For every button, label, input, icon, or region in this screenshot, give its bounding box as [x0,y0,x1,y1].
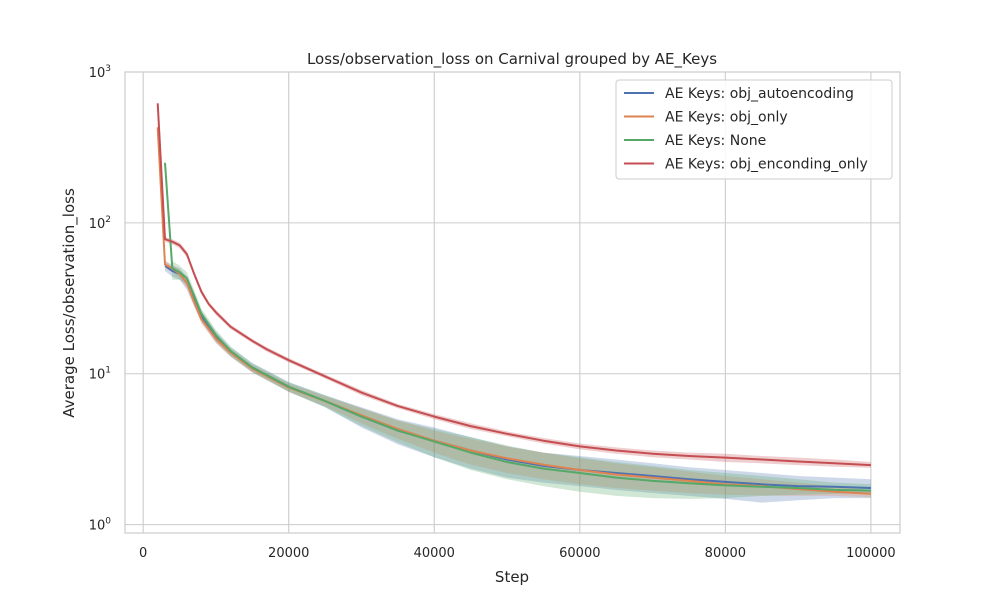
y-tick-label: 102 [89,215,111,232]
x-tick-label: 60000 [559,546,600,561]
legend-label: AE Keys: obj_autoencoding [665,86,854,102]
confidence-bands [157,101,871,503]
x-tick-label: 100000 [846,546,896,561]
series-line [156,103,871,467]
series-line [164,162,871,492]
chart-title: Loss/observation_loss on Carnival groupe… [307,50,717,69]
x-tick-label: 40000 [414,546,455,561]
y-axis-label: Average Loss/observation_loss [60,188,79,418]
legend-label: AE Keys: obj_enconding_only [665,157,868,173]
series-band [165,157,871,499]
x-axis-ticks: 0 20000 40000 60000 80000 100000 [139,546,896,561]
plot-frame [124,71,901,534]
y-tick-label: 101 [89,366,111,383]
legend: AE Keys: obj_autoencoding AE Keys: obj_on… [615,79,893,180]
series-band [165,260,871,503]
y-axis-ticks: 100 101 102 103 [89,64,112,534]
x-tick-label: 20000 [268,546,309,561]
x-axis-label: Step [495,568,529,586]
legend-label: AE Keys: None [665,133,766,149]
y-tick-label: 103 [89,64,111,81]
y-tick-label: 100 [89,517,112,534]
x-tick-label: 0 [139,546,147,561]
legend-box [615,79,893,180]
series-lines [156,103,871,495]
series-line [156,127,871,495]
legend-label: AE Keys: obj_only [665,110,788,126]
x-tick-label: 80000 [705,546,746,561]
series-band [157,122,871,498]
